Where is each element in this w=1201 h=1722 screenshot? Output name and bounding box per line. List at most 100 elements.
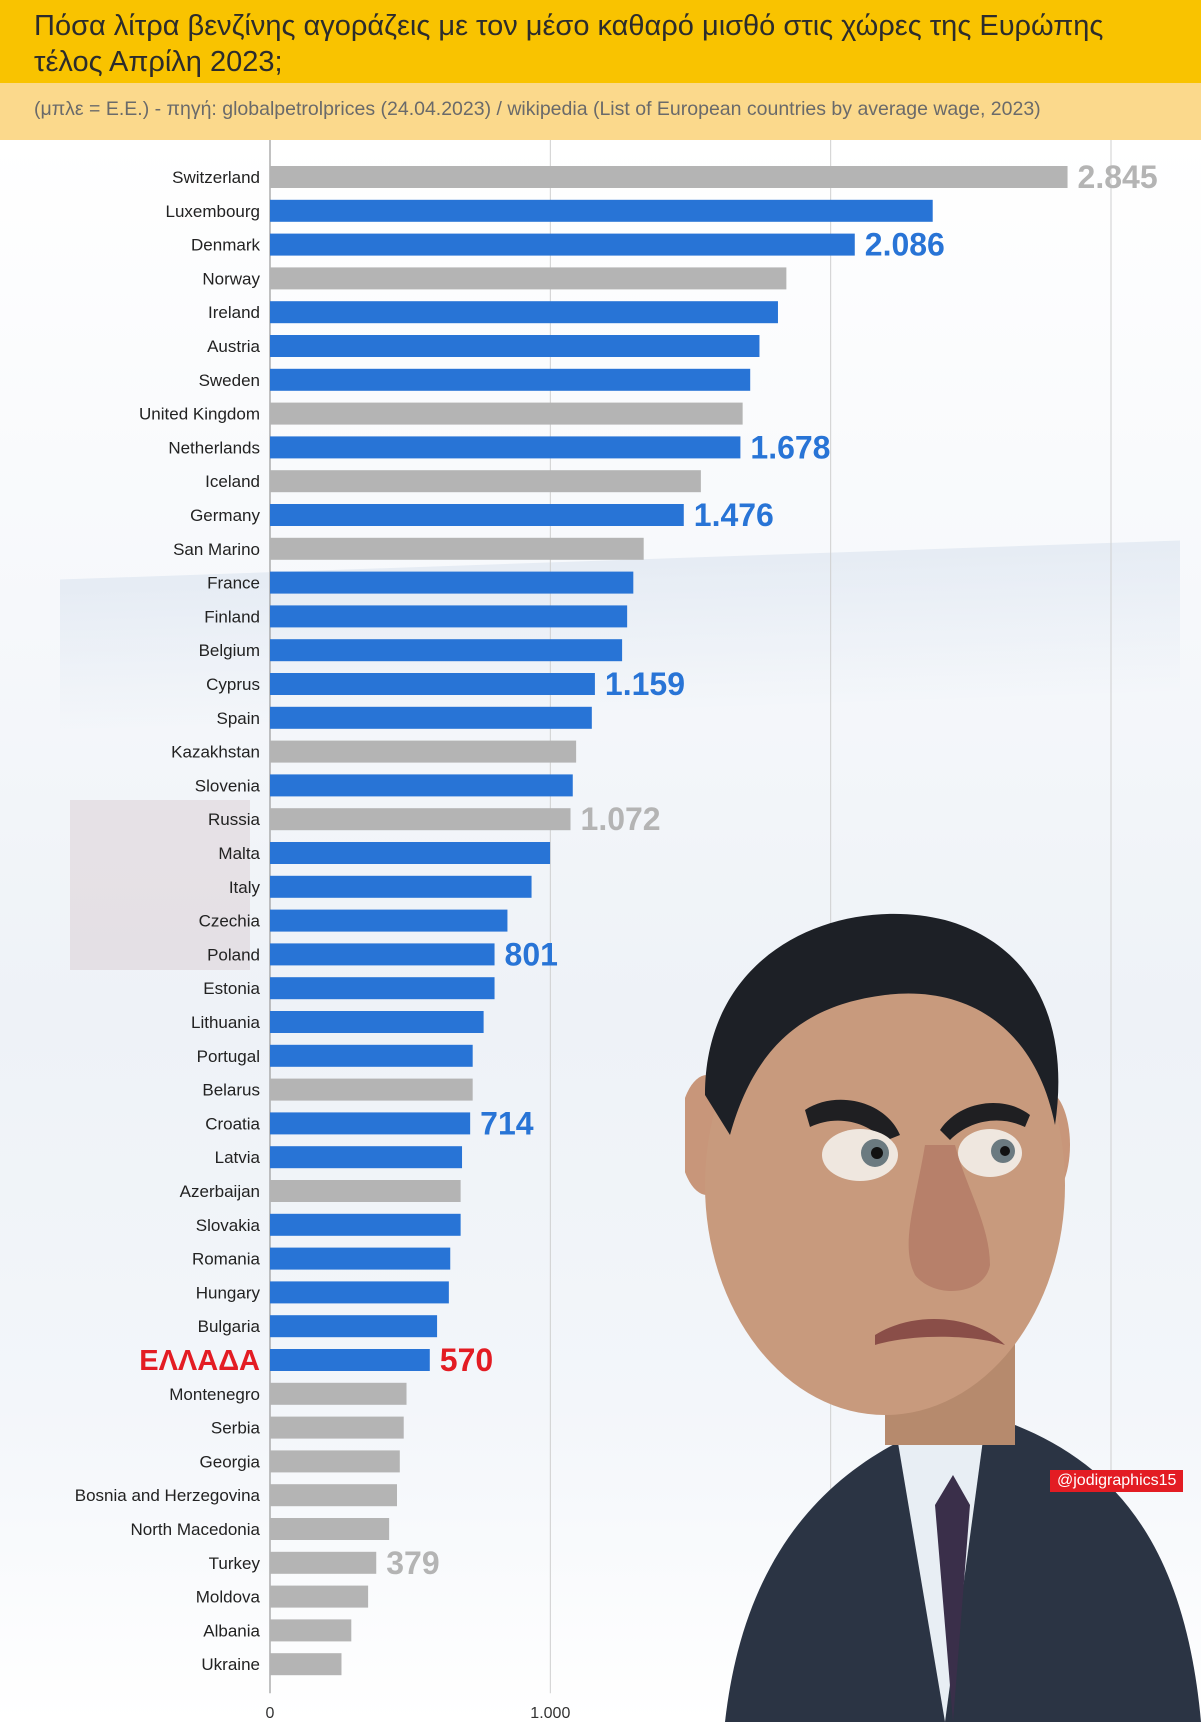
bar xyxy=(270,402,743,425)
category-label: Finland xyxy=(204,607,260,626)
category-label: Switzerland xyxy=(172,168,260,187)
bar xyxy=(270,1518,390,1540)
bar xyxy=(270,233,855,256)
category-label: North Macedonia xyxy=(131,1520,261,1539)
category-label: Malta xyxy=(218,844,260,863)
category-label: Croatia xyxy=(205,1114,260,1133)
data-label: 2.845 xyxy=(1078,159,1158,195)
category-label: Romania xyxy=(192,1250,261,1269)
bar xyxy=(270,875,532,898)
bar xyxy=(270,571,634,594)
bar xyxy=(270,1382,407,1405)
category-label: San Marino xyxy=(173,540,260,559)
bar xyxy=(270,1180,461,1202)
bar xyxy=(270,842,551,864)
bar xyxy=(270,368,751,391)
category-label: Bosnia and Herzegovina xyxy=(75,1486,261,1505)
chart-title: Πόσα λίτρα βενζίνης αγοράζεις με τον μέσ… xyxy=(34,10,1104,78)
category-label: Ireland xyxy=(208,303,260,322)
bar xyxy=(270,774,573,797)
category-label: Serbia xyxy=(211,1419,261,1438)
bar-chart: 01.0002.0003.000Switzerland2.845Luxembou… xyxy=(75,140,1158,1722)
background-building xyxy=(70,800,250,970)
category-label: France xyxy=(207,574,260,593)
category-label: Denmark xyxy=(191,236,260,255)
x-tick-label: 1.000 xyxy=(530,1705,570,1722)
category-label: Portugal xyxy=(197,1047,260,1066)
category-label: Hungary xyxy=(196,1283,261,1302)
category-label: Italy xyxy=(229,878,261,897)
bar xyxy=(270,1315,438,1338)
category-label: Slovenia xyxy=(195,776,261,795)
category-label: United Kingdom xyxy=(139,405,260,424)
watermark-handle: @jodigraphics15 xyxy=(1050,1470,1184,1492)
category-label: Georgia xyxy=(200,1452,261,1471)
data-label: 2.086 xyxy=(865,227,945,263)
title-banner xyxy=(0,0,1201,83)
bar xyxy=(270,1011,484,1033)
data-label: 1.476 xyxy=(694,497,774,533)
data-label: 1.678 xyxy=(750,429,830,465)
category-label: Slovakia xyxy=(196,1216,261,1235)
category-label: Bulgaria xyxy=(198,1317,261,1336)
category-label: Azerbaijan xyxy=(180,1182,260,1201)
category-label-highlight: ΕΛΛΑΔΑ xyxy=(139,1345,260,1377)
bar xyxy=(270,267,787,290)
category-label: Luxembourg xyxy=(165,202,260,221)
bar xyxy=(270,1349,430,1371)
bar xyxy=(270,1146,463,1169)
bar xyxy=(270,673,595,695)
category-label: Austria xyxy=(207,337,260,356)
bar xyxy=(270,1484,397,1507)
bar xyxy=(270,740,577,763)
bar xyxy=(270,335,760,357)
bar xyxy=(270,537,644,560)
bar xyxy=(270,808,571,831)
category-label: Germany xyxy=(190,506,260,525)
category-label: Iceland xyxy=(205,472,260,491)
bar xyxy=(270,1044,473,1067)
bar xyxy=(270,1281,449,1304)
category-label: Russia xyxy=(208,810,261,829)
category-label: Kazakhstan xyxy=(171,743,260,762)
bar xyxy=(270,605,628,628)
category-label: Norway xyxy=(202,269,260,288)
bar xyxy=(270,436,741,459)
category-label: Sweden xyxy=(199,371,260,390)
category-label: Spain xyxy=(217,709,260,728)
bar xyxy=(270,909,508,932)
category-label: Lithuania xyxy=(191,1013,261,1032)
category-label: Moldova xyxy=(196,1588,261,1607)
caricature-illustration xyxy=(685,913,1201,1722)
bar xyxy=(270,1416,404,1439)
bar xyxy=(270,1585,369,1608)
category-label: Cyprus xyxy=(206,675,260,694)
data-label: 570 xyxy=(440,1342,493,1378)
bar xyxy=(270,1213,461,1236)
bar xyxy=(270,1247,451,1270)
category-label: Czechia xyxy=(199,912,261,931)
category-label: Montenegro xyxy=(169,1385,260,1404)
bar xyxy=(270,1112,471,1135)
category-label: Estonia xyxy=(203,979,260,998)
bar xyxy=(270,199,933,222)
category-label: Poland xyxy=(207,945,260,964)
subtitle-banner xyxy=(0,83,1201,140)
bar xyxy=(270,977,495,1000)
bar xyxy=(270,301,778,324)
bar xyxy=(270,504,684,526)
bar xyxy=(270,639,623,662)
bar xyxy=(270,1551,377,1574)
category-label: Albania xyxy=(203,1621,260,1640)
category-label: Belgium xyxy=(199,641,260,660)
bar xyxy=(270,1450,400,1473)
bar xyxy=(270,166,1068,188)
category-label: Netherlands xyxy=(168,438,260,457)
data-label: 714 xyxy=(480,1105,534,1141)
bar xyxy=(270,1619,352,1642)
x-tick-label: 0 xyxy=(266,1705,275,1722)
category-label: Latvia xyxy=(215,1148,261,1167)
data-label: 1.159 xyxy=(605,666,685,702)
data-label: 801 xyxy=(505,936,558,972)
bar xyxy=(270,470,701,493)
